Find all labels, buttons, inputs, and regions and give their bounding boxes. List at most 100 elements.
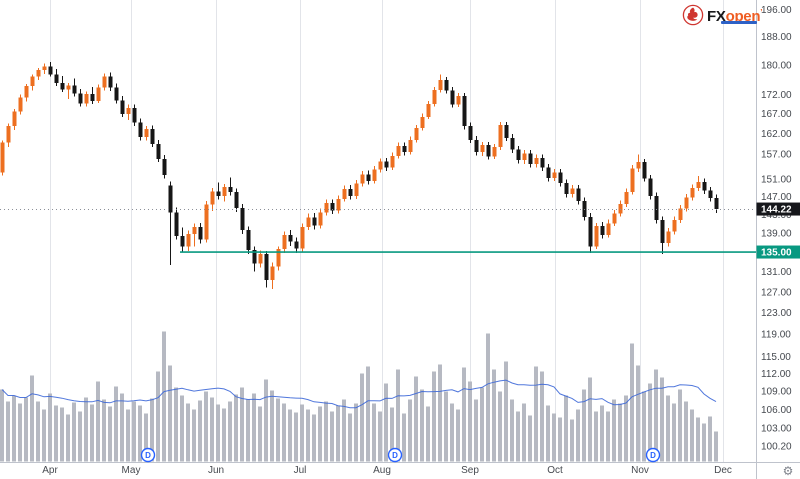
dividend-marker[interactable]: D bbox=[140, 447, 156, 463]
candle bbox=[300, 223, 305, 252]
candle-body bbox=[444, 80, 449, 91]
candle-body bbox=[702, 182, 707, 191]
volume-bar bbox=[522, 403, 526, 462]
candle-body bbox=[162, 158, 167, 175]
candle bbox=[264, 251, 269, 288]
candle bbox=[474, 136, 479, 156]
price-axis-label: 151.00 bbox=[761, 175, 792, 186]
candle bbox=[540, 154, 545, 172]
volume-bar bbox=[456, 409, 460, 462]
candle bbox=[324, 199, 329, 216]
time-axis-label: Dec bbox=[714, 465, 732, 476]
candle bbox=[192, 223, 197, 247]
candle-body bbox=[18, 97, 23, 112]
candle bbox=[438, 74, 443, 93]
candle-body bbox=[96, 87, 101, 101]
volume-bar bbox=[42, 409, 46, 462]
candle-body bbox=[408, 139, 413, 153]
volume-bar bbox=[120, 393, 124, 462]
candle bbox=[534, 154, 539, 168]
volume-bar bbox=[540, 371, 544, 462]
dividend-marker-label: D bbox=[392, 451, 398, 460]
volume-bar bbox=[96, 381, 100, 462]
volume-bar bbox=[678, 389, 682, 462]
volume-bar bbox=[582, 389, 586, 462]
volume-bar bbox=[426, 406, 430, 462]
volume-bar bbox=[714, 431, 718, 462]
candle bbox=[630, 165, 635, 195]
candle bbox=[102, 73, 107, 91]
volume-bar bbox=[162, 331, 166, 462]
volume-bar bbox=[450, 403, 454, 462]
volume-bar bbox=[90, 404, 94, 462]
candle-body bbox=[570, 188, 575, 194]
candle bbox=[360, 171, 365, 187]
candle-body bbox=[78, 93, 83, 104]
volume-bar bbox=[192, 409, 196, 462]
volume-bar bbox=[180, 395, 184, 462]
dividend-marker[interactable]: D bbox=[645, 447, 661, 463]
candle bbox=[642, 158, 647, 182]
candle bbox=[18, 94, 23, 115]
time-axis[interactable]: Apr May Jun Jul Aug Sep Oct Nov Dec bbox=[42, 465, 732, 476]
candle bbox=[342, 185, 347, 202]
price-axis-label: 157.00 bbox=[761, 149, 792, 160]
candle bbox=[54, 69, 59, 87]
candle-body bbox=[384, 161, 389, 168]
candle-body bbox=[204, 204, 209, 240]
volume-bar bbox=[420, 389, 424, 462]
candle bbox=[516, 145, 521, 164]
candle-body bbox=[624, 191, 629, 205]
candle-body bbox=[402, 145, 407, 153]
volume-bar bbox=[684, 401, 688, 462]
candle-body bbox=[60, 82, 65, 90]
price-axis-label: 147.00 bbox=[761, 192, 792, 203]
candle-body bbox=[348, 189, 353, 197]
candle-body bbox=[264, 253, 269, 281]
candle bbox=[138, 118, 143, 141]
candle bbox=[456, 92, 461, 108]
candle-body bbox=[84, 94, 89, 104]
volume-bar bbox=[54, 405, 58, 462]
candle bbox=[618, 200, 623, 217]
candle bbox=[576, 185, 581, 205]
candle bbox=[204, 201, 209, 243]
price-axis-label: 109.00 bbox=[761, 387, 792, 398]
time-axis-label: May bbox=[122, 465, 141, 476]
price-axis-label: 127.00 bbox=[761, 287, 792, 298]
logo-trademark: ’ bbox=[760, 8, 763, 17]
volume-bar bbox=[48, 393, 52, 462]
dividend-marker[interactable]: D bbox=[387, 447, 403, 463]
candle-body bbox=[240, 208, 245, 231]
candle-body bbox=[318, 212, 323, 226]
price-axis-label: 167.00 bbox=[761, 109, 792, 120]
volume-bar bbox=[330, 411, 334, 462]
candle-body bbox=[582, 201, 587, 217]
candle-body bbox=[246, 230, 251, 251]
volume-bar bbox=[432, 371, 436, 462]
candle-body bbox=[456, 95, 461, 105]
volume-bar bbox=[666, 395, 670, 462]
candle-body bbox=[234, 191, 239, 209]
candle bbox=[42, 63, 47, 74]
candle bbox=[372, 165, 377, 184]
axis-settings-gear-icon[interactable]: ⚙ bbox=[782, 464, 794, 478]
candle bbox=[240, 204, 245, 234]
candle-body bbox=[36, 69, 41, 77]
candle bbox=[156, 139, 161, 163]
volume-bar bbox=[30, 375, 34, 462]
candle-body bbox=[516, 149, 521, 161]
price-axis-label: 188.00 bbox=[761, 32, 792, 43]
candle bbox=[36, 67, 41, 80]
candle-body bbox=[114, 87, 119, 101]
volume-bar bbox=[624, 395, 628, 462]
candle bbox=[348, 185, 353, 200]
price-axis[interactable]: 196.00 188.00 180.00 172.00 167.00 162.00 157.… bbox=[761, 5, 792, 453]
candle-body bbox=[324, 202, 329, 213]
price-axis-label: 123.00 bbox=[761, 308, 792, 319]
volume-bar bbox=[492, 369, 496, 462]
volume-bar bbox=[396, 369, 400, 462]
volume-bar bbox=[150, 398, 154, 462]
candle-body bbox=[450, 90, 455, 105]
